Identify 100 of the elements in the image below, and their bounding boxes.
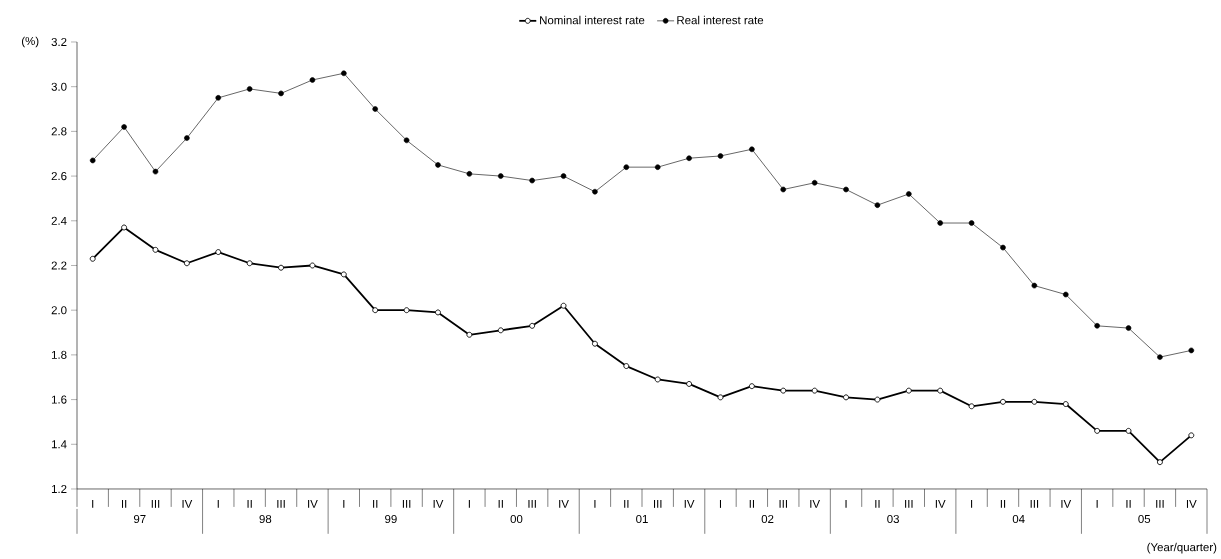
point <box>1094 323 1100 329</box>
x-tick-label: IV <box>433 499 444 508</box>
point <box>780 186 787 193</box>
legend-label: Nominal interest rate <box>540 15 645 25</box>
point <box>654 376 661 383</box>
point <box>309 262 316 269</box>
x-tick-label: I <box>217 499 219 508</box>
point <box>152 168 159 175</box>
point <box>152 246 159 253</box>
point <box>968 403 975 410</box>
point <box>529 177 535 184</box>
point <box>905 387 912 394</box>
point <box>1000 244 1006 251</box>
text: 01 <box>636 514 648 524</box>
x-tick-label: II <box>749 499 754 508</box>
point <box>278 90 284 97</box>
point <box>623 363 630 369</box>
text: 04 <box>1012 514 1025 524</box>
x-tick-label: III <box>653 499 662 508</box>
point <box>1094 427 1101 434</box>
point <box>466 171 473 177</box>
point <box>874 396 881 403</box>
point <box>1062 291 1069 298</box>
x-tick-label: IV <box>935 499 946 508</box>
text: 02 <box>761 514 774 524</box>
point <box>1062 401 1069 407</box>
point <box>686 381 693 387</box>
x-tick-label: III <box>528 499 536 508</box>
point <box>340 271 347 278</box>
point <box>529 322 536 329</box>
x-tick-label: II <box>121 499 127 508</box>
point <box>874 202 881 208</box>
x-tick-label: III <box>402 499 411 508</box>
x-axis-title: (Year/quarter) <box>1147 542 1217 554</box>
point <box>748 383 755 390</box>
point <box>749 146 755 153</box>
point <box>937 220 943 226</box>
point <box>654 164 661 170</box>
y-tick-label: 1.2 <box>51 484 67 493</box>
point <box>435 309 441 316</box>
y-tick-label: 2.0 <box>51 306 67 315</box>
point <box>497 327 504 334</box>
point <box>372 106 378 112</box>
y-tick-label: 1.4 <box>51 440 67 449</box>
x-tick-label: I <box>92 499 94 508</box>
point <box>403 137 410 144</box>
point <box>623 164 630 170</box>
x-tick-label: II <box>498 499 503 508</box>
x-tick-label: IV <box>182 499 193 508</box>
x-tick-label: III <box>905 499 913 508</box>
point <box>1031 398 1038 405</box>
text: 99 <box>385 514 397 524</box>
point <box>246 260 253 267</box>
point <box>1125 427 1132 434</box>
x-tick-label: I <box>1096 499 1098 508</box>
x-tick-label: II <box>1126 499 1131 508</box>
legend-label: Real interest rate <box>677 15 764 25</box>
x-tick-label: II <box>875 499 880 508</box>
point <box>372 307 379 314</box>
point <box>1031 282 1038 289</box>
x-tick-label: I <box>719 499 722 508</box>
point <box>1156 459 1163 466</box>
text: 03 <box>887 514 899 524</box>
x-tick-label: I <box>845 499 847 508</box>
point <box>1188 347 1195 354</box>
x-tick-label: I <box>971 499 973 508</box>
x-tick-label: III <box>277 499 285 508</box>
point <box>215 249 222 256</box>
y-tick-label: 2.4 <box>51 216 67 225</box>
point <box>1188 432 1195 439</box>
x-tick-label: III <box>1030 499 1039 508</box>
point <box>1157 354 1163 360</box>
x-tick-label: I <box>343 499 345 508</box>
point <box>341 70 347 77</box>
x-tick-label: III <box>151 499 160 508</box>
y-tick-label: 3.2 <box>51 37 67 47</box>
y-tick-label: 1.8 <box>51 350 67 359</box>
point <box>497 173 504 179</box>
x-tick-label: I <box>594 499 596 508</box>
point <box>309 77 316 83</box>
point <box>1000 398 1006 405</box>
x-tick-label: II <box>624 499 629 508</box>
y-tick-label: 2.2 <box>51 261 67 270</box>
point <box>121 224 128 231</box>
point <box>811 387 818 394</box>
point <box>843 186 849 193</box>
x-tick-label: IV <box>1186 499 1197 508</box>
point <box>403 307 410 314</box>
point <box>717 153 724 159</box>
point <box>843 394 849 401</box>
x-tick-label: II <box>1000 499 1006 508</box>
point <box>89 255 96 262</box>
x-tick-label: IV <box>308 499 318 508</box>
x-tick-label: IV <box>559 499 569 508</box>
y-tick-label: 1.6 <box>51 395 67 404</box>
point <box>968 220 975 226</box>
text: 00 <box>510 514 523 524</box>
point <box>435 162 441 168</box>
text: 97 <box>133 514 146 524</box>
point <box>89 157 96 164</box>
